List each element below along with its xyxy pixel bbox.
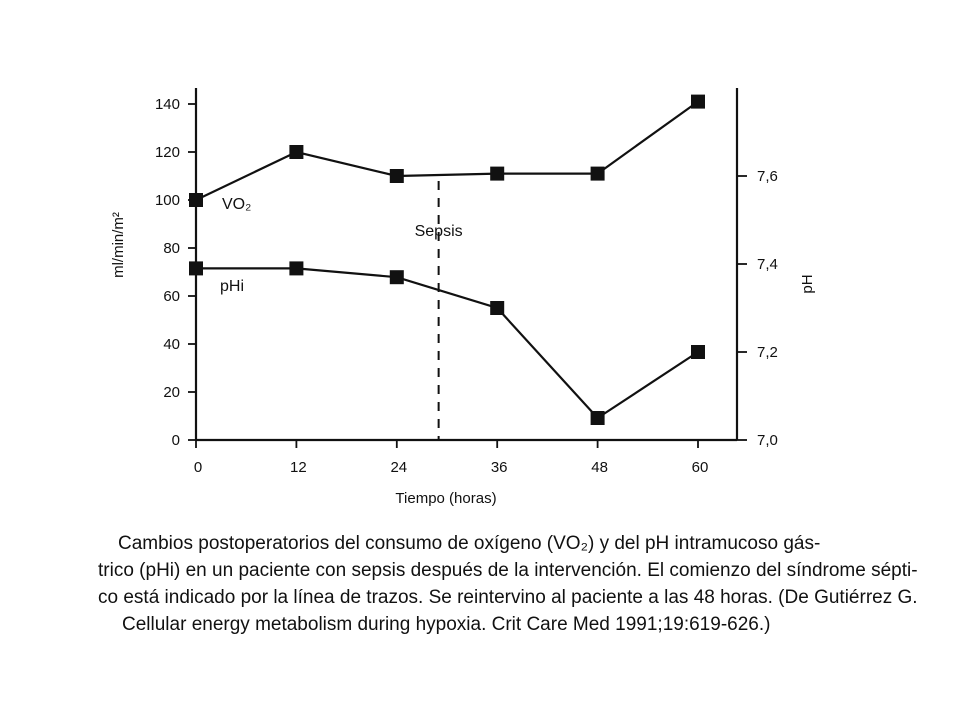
- chart: 0 20 40 60 80 100 120 140 7,0 7,2 7,4 7,6 0 12 24 36 48 6…: [110, 88, 816, 507]
- series-point-1: [691, 94, 705, 109]
- y-left-tick-label: 140: [155, 96, 180, 113]
- y-axis-right-title: pH: [799, 274, 816, 293]
- x-tick-label: 24: [390, 459, 407, 476]
- series-point-2: [490, 301, 505, 315]
- y-left-tick-label: 120: [155, 144, 180, 161]
- x-tick-label: 60: [692, 459, 709, 476]
- y-left-tick-label: 0: [172, 432, 180, 449]
- caption-line-1: Cambios postoperatorios del consumo de o…: [118, 533, 821, 554]
- y-left-tick-label: 100: [155, 192, 180, 209]
- series-line-1: [195, 100, 699, 201]
- y-right-tick-label: 7,0: [757, 432, 778, 449]
- y-right-tick-label: 7,6: [757, 168, 778, 185]
- series-point-1: [490, 166, 505, 181]
- series-point-2: [189, 261, 203, 276]
- x-tick-label: 36: [491, 459, 508, 476]
- x-tick-label: 12: [290, 459, 307, 476]
- y-axis-left-title: ml/min/m²: [110, 212, 127, 278]
- series-point-2: [590, 411, 605, 425]
- caption-line-3: co está indicado por la línea de trazos.…: [98, 587, 918, 608]
- y-right-tick-label: 7,2: [757, 344, 778, 361]
- figure-caption: Cambios postoperatorios del consumo de o…: [98, 530, 938, 638]
- axes: 0 20 40 60 80 100 120 140 7,0 7,2 7,4 7,6 0 12 24 36 48 6…: [155, 88, 778, 476]
- series-point-2: [389, 270, 404, 285]
- y-left-tick-label: 40: [163, 336, 180, 353]
- series-label-1: VO₂: [222, 196, 251, 213]
- series-label-2: pHi: [220, 278, 244, 295]
- caption-line-2: trico (pHi) en un paciente con sepsis de…: [98, 560, 918, 581]
- series-point-2: [691, 345, 705, 359]
- y-left-tick-label: 80: [163, 240, 180, 257]
- y-left-tick-label: 60: [163, 288, 180, 305]
- series-point-1: [289, 145, 304, 159]
- series-line-2: [196, 267, 699, 420]
- series-point-1: [189, 193, 203, 207]
- x-tick-label: 48: [591, 459, 608, 476]
- x-axis-title: Tiempo (horas): [395, 490, 496, 507]
- x-tick-label: 0: [194, 459, 202, 476]
- y-right-tick-label: 7,4: [757, 256, 778, 273]
- series-point-2: [289, 261, 304, 276]
- sepsis-annotation: Sepsis: [415, 223, 463, 240]
- series-point-1: [389, 169, 404, 183]
- series-point-1: [590, 166, 605, 181]
- caption-line-4: Cellular energy metabolism during hypoxi…: [122, 614, 771, 635]
- marks: Sepsis VO₂ pHi: [189, 94, 705, 440]
- y-left-tick-label: 20: [163, 384, 180, 401]
